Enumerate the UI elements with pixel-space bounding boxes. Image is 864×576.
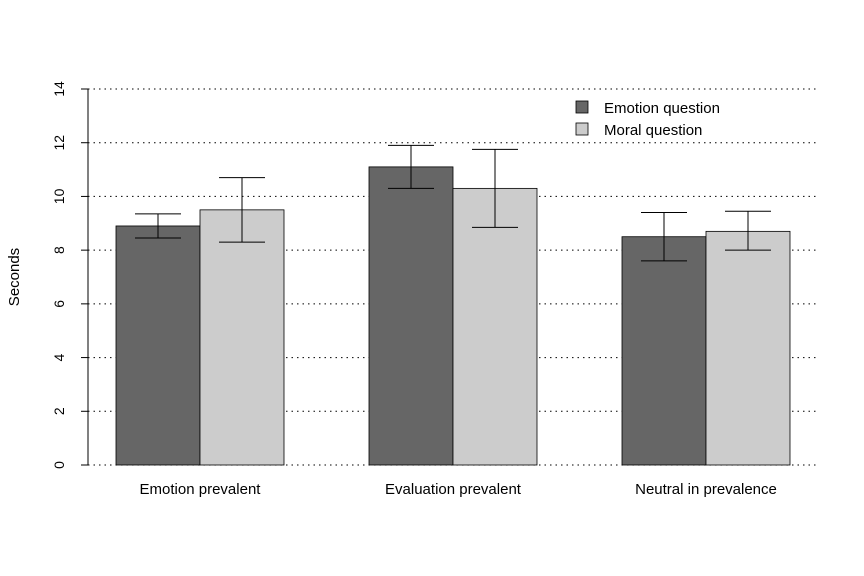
legend-swatch-moral-question — [575, 122, 589, 136]
bar-moral-question — [705, 230, 791, 466]
bar-emotion-question — [621, 236, 707, 466]
y-axis-title: Seconds — [6, 248, 23, 306]
y-tick-label: 10 — [51, 188, 67, 204]
y-tick-label: 14 — [51, 81, 67, 97]
error-bars — [135, 144, 771, 262]
y-tick-label: 0 — [51, 461, 67, 469]
y-tick-label: 8 — [51, 246, 67, 254]
x-category-label: Neutral in prevalence — [635, 481, 777, 498]
legend: Emotion question Moral question — [575, 100, 720, 139]
y-tick-label: 4 — [51, 353, 67, 361]
bars — [115, 166, 791, 466]
bar-emotion-question — [368, 166, 454, 466]
y-tick-label: 6 — [51, 300, 67, 308]
y-axis: 0 2 4 6 8 10 12 14 — [51, 81, 89, 469]
y-tick-label: 2 — [51, 407, 67, 415]
x-category-label: Evaluation prevalent — [385, 481, 522, 498]
legend-label-moral-question: Moral question — [604, 122, 702, 139]
x-category-label: Emotion prevalent — [140, 481, 262, 498]
legend-label-emotion-question: Emotion question — [604, 100, 720, 117]
legend-swatch-emotion-question — [575, 100, 589, 114]
bar-emotion-question — [115, 225, 201, 466]
bar-moral-question — [452, 187, 538, 466]
x-axis-category-labels: Emotion prevalent Evaluation prevalent Neu… — [140, 481, 777, 498]
bar-moral-question — [199, 209, 285, 466]
y-tick-label: 12 — [51, 135, 67, 151]
